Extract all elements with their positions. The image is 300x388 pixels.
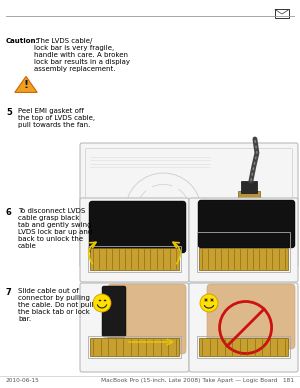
- Text: 6: 6: [6, 208, 12, 217]
- FancyBboxPatch shape: [198, 200, 295, 248]
- Text: To disconnect LVDS
cable grasp black
tab and gently swing
LVDS lock bar up and
b: To disconnect LVDS cable grasp black tab…: [18, 208, 92, 249]
- FancyBboxPatch shape: [189, 283, 298, 372]
- FancyBboxPatch shape: [90, 338, 179, 356]
- FancyBboxPatch shape: [89, 201, 186, 253]
- FancyBboxPatch shape: [90, 248, 179, 270]
- FancyBboxPatch shape: [108, 284, 186, 354]
- Text: 2010-06-15: 2010-06-15: [6, 378, 40, 383]
- FancyBboxPatch shape: [189, 198, 298, 282]
- Text: 5: 5: [6, 108, 12, 117]
- FancyBboxPatch shape: [80, 198, 189, 282]
- FancyBboxPatch shape: [199, 248, 288, 270]
- Text: !: !: [23, 80, 28, 90]
- Text: MacBook Pro (15-inch, Late 2008) Take Apart — Logic Board   181: MacBook Pro (15-inch, Late 2008) Take Ap…: [101, 378, 294, 383]
- FancyBboxPatch shape: [238, 191, 260, 207]
- FancyBboxPatch shape: [102, 286, 126, 337]
- FancyBboxPatch shape: [241, 181, 257, 193]
- FancyBboxPatch shape: [207, 284, 295, 349]
- FancyBboxPatch shape: [80, 283, 189, 372]
- Polygon shape: [15, 76, 37, 92]
- Circle shape: [93, 294, 111, 312]
- Circle shape: [200, 294, 218, 312]
- FancyBboxPatch shape: [80, 143, 298, 267]
- Text: Peel EMI gasket off
the top of LVDS cable,
pull towards the fan.: Peel EMI gasket off the top of LVDS cabl…: [18, 108, 95, 128]
- Text: Caution:: Caution:: [6, 38, 39, 44]
- Text: 7: 7: [6, 288, 12, 297]
- Text: Slide cable out of
connector by pulling
the cable. Do not pull
the black tab or : Slide cable out of connector by pulling …: [18, 288, 93, 322]
- FancyBboxPatch shape: [275, 9, 289, 17]
- FancyBboxPatch shape: [199, 338, 288, 356]
- Text: The LVDS cable/
lock bar is very fragile,
handle with care. A broken
lock bar re: The LVDS cable/ lock bar is very fragile…: [34, 38, 130, 72]
